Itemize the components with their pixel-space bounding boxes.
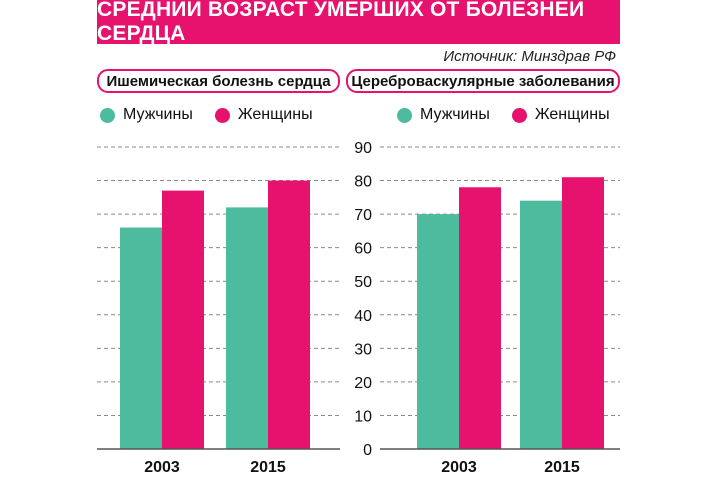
legend-item-women: Женщины	[214, 106, 313, 124]
bar-women-2015	[562, 177, 604, 449]
left-panel-title: Ишемическая болезнь сердца	[97, 69, 340, 93]
bar-women-2015	[268, 180, 310, 450]
right-legend: Мужчины Женщины	[397, 106, 632, 124]
y-tick-label: 80	[354, 174, 372, 191]
legend-label-men: Мужчины	[420, 106, 490, 123]
bar-women-2003	[162, 190, 204, 449]
y-tick-label: 0	[363, 442, 372, 459]
y-tick-label: 70	[354, 207, 372, 224]
y-tick-label: 10	[354, 408, 372, 425]
chart-title: СРЕДНИЙ ВОЗРАСТ УМЕРШИХ ОТ БОЛЕЗНЕЙ СЕРД…	[97, 0, 585, 45]
bar-men-2003	[417, 214, 459, 449]
y-tick-label: 60	[354, 241, 372, 258]
women-color-swatch	[511, 107, 527, 123]
men-color-swatch	[100, 107, 115, 123]
y-tick-label: 30	[354, 341, 372, 358]
legend-item-women: Женщины	[511, 106, 610, 124]
y-tick-label: 50	[354, 274, 372, 291]
y-tick-label: 90	[354, 140, 372, 157]
legend-item-men: Мужчины	[397, 106, 490, 124]
source-note: Источник: Минздрав РФ	[443, 48, 616, 65]
category-label-2003: 2003	[144, 459, 180, 476]
right-panel-title: Цереброваскулярные заболевания	[346, 69, 620, 93]
legend-label-women: Женщины	[534, 106, 610, 123]
chart-title-banner: СРЕДНИЙ ВОЗРАСТ УМЕРШИХ ОТ БОЛЕЗНЕЙ СЕРД…	[97, 0, 620, 45]
y-tick-label: 20	[354, 375, 372, 392]
bar-men-2015	[520, 200, 562, 449]
legend-item-men: Мужчины	[100, 106, 193, 124]
bar-men-2003	[120, 227, 162, 449]
bar-men-2015	[226, 207, 268, 449]
left-legend: Мужчины Женщины	[100, 106, 335, 124]
category-label-2015: 2015	[544, 459, 580, 476]
legend-label-women: Женщины	[237, 106, 313, 123]
men-color-swatch	[397, 107, 412, 123]
y-tick-label: 40	[354, 308, 372, 325]
women-color-swatch	[214, 107, 230, 123]
category-label-2015: 2015	[250, 459, 286, 476]
bar-women-2003	[459, 187, 501, 449]
legend-label-men: Мужчины	[123, 106, 193, 123]
category-label-2003: 2003	[441, 459, 477, 476]
